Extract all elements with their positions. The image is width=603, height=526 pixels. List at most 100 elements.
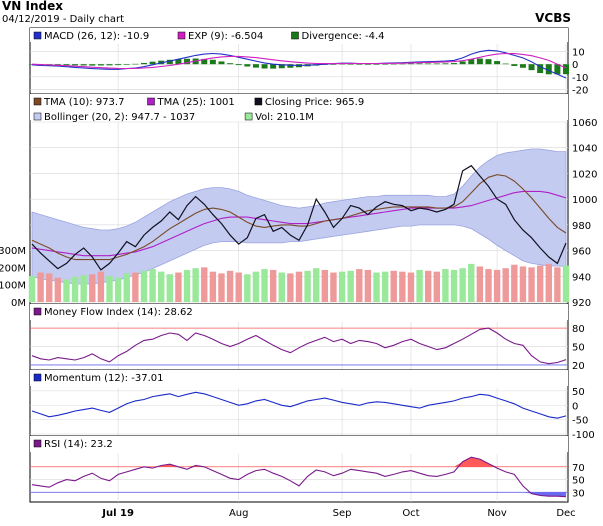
macd-divergence-bar [115, 64, 122, 66]
volume-bar [476, 266, 484, 302]
macd-divergence-bar [373, 64, 380, 65]
volume-bar [330, 272, 337, 302]
volume-bar [347, 270, 354, 302]
volume-bar [54, 277, 62, 302]
macd-legend-bg [30, 28, 568, 42]
volume-bar [261, 269, 268, 302]
macd-divergence-bar [407, 63, 414, 65]
rsi-legend-bg [30, 436, 568, 452]
volume-bar [80, 275, 87, 302]
volume-bar [485, 269, 492, 302]
macd-divergence-bar [244, 64, 251, 67]
price-tick-label: 980 [572, 221, 591, 232]
macd-divergence-bar [485, 59, 492, 65]
macd-legend-swatch [177, 31, 186, 40]
price-row2-legend-swatch [244, 112, 253, 121]
macd-signal-line [31, 52, 567, 70]
price-tick-label: 920 [572, 298, 591, 309]
macd-tick-label: 10 [572, 48, 585, 59]
tma10-line [31, 174, 567, 261]
volume-bar [106, 276, 113, 302]
macd-divergence-bar [252, 64, 259, 68]
rsi-legend-item: RSI (14): 23.2 [44, 439, 113, 450]
macd-divergence-bar [563, 64, 569, 75]
x-axis-label: Jul 19 [101, 508, 134, 519]
volume-bar [390, 270, 397, 302]
macd-divergence-bar [54, 64, 61, 65]
mfi-tick-label: 20 [572, 361, 585, 372]
macd-divergence-bar [451, 63, 458, 65]
price-row2-legend-swatch [33, 112, 42, 121]
volume-bar [46, 273, 53, 302]
macd-divergence-bar [63, 64, 70, 66]
volume-bar [209, 271, 217, 302]
mfi-legend-bg [30, 304, 568, 320]
macd-divergence-bar [468, 59, 475, 65]
volume-bar [468, 263, 475, 302]
volume-bar [356, 269, 363, 302]
macd-divergence-bar [89, 64, 96, 66]
volume-bar [373, 272, 380, 302]
macd-divergence-bar [399, 63, 406, 65]
volume-bar [502, 268, 509, 302]
momentum-line [31, 391, 567, 419]
volume-bar [192, 268, 199, 302]
x-axis-label: Aug [229, 508, 249, 519]
price-tick-label: 1000 [572, 195, 597, 206]
macd-divergence-bar [123, 64, 130, 65]
macd-divergence-bar [330, 64, 337, 65]
volume-bar [149, 269, 156, 302]
momentum-tick-label: 0 [572, 401, 578, 412]
macd-tick-label: -10 [572, 73, 588, 84]
macd-divergence-bar [442, 63, 449, 65]
macd-legend-item: EXP (9): -6.504 [188, 31, 263, 42]
macd-divergence-bar [227, 63, 234, 65]
volume-bar [157, 271, 165, 302]
volume-bar [399, 271, 406, 302]
volume-bar [519, 266, 527, 302]
macd-tick-label: 0 [572, 60, 578, 71]
rsi-tick-label: 50 [572, 476, 585, 487]
volume-tick-label: 200M [0, 263, 26, 274]
volume-bar [89, 274, 96, 302]
macd-divergence-bar [72, 64, 79, 66]
volume-bar [183, 269, 191, 302]
price-legend-swatch [147, 97, 155, 106]
macd-legend-item: MACD (26, 12): -10.9 [44, 31, 149, 42]
momentum-legend-swatch [33, 373, 42, 382]
rsi-tick-label: 30 [572, 488, 585, 499]
volume-bar [381, 271, 389, 302]
volume-bar [123, 273, 130, 302]
macd-divergence-bar [502, 63, 509, 65]
volume-bar [545, 263, 552, 302]
price-tick-label: 940 [572, 272, 591, 283]
macd-divergence-bar [347, 63, 354, 65]
mfi-legend-item: Money Flow Index (14): 28.62 [44, 307, 193, 318]
macd-divergence-bar [184, 58, 191, 65]
volume-tick-label: 0M [11, 298, 26, 309]
macd-legend-item: Divergence: -4.4 [302, 31, 385, 42]
macd-divergence-bar [287, 64, 294, 68]
macd-divergence-bar [209, 59, 216, 65]
volume-bar [140, 270, 148, 302]
volume-bar [459, 268, 466, 302]
volume-bar [175, 272, 182, 302]
volume-bar [201, 267, 208, 302]
volume-bar [321, 269, 329, 302]
macd-legend-swatch [291, 31, 299, 40]
x-axis-label: Nov [487, 508, 507, 519]
macd-divergence-bar [97, 64, 104, 66]
macd-divergence-bar [390, 63, 397, 65]
mfi-tick-label: 50 [572, 343, 585, 354]
volume-bar [313, 268, 320, 302]
macd-divergence-bar [140, 62, 147, 65]
momentum-legend-bg [30, 370, 568, 386]
volume-bar [364, 269, 372, 302]
volume-bar [433, 271, 441, 302]
macd-divergence-bar [554, 64, 561, 75]
macd-divergence-bar [278, 64, 285, 69]
volume-bar [536, 265, 544, 302]
volume-bar [218, 273, 225, 302]
volume-bar [450, 269, 458, 302]
